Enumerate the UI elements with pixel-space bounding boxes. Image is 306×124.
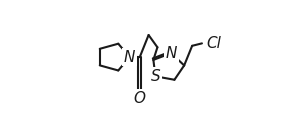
Text: N: N bbox=[166, 46, 177, 61]
Text: S: S bbox=[151, 69, 160, 84]
Text: N: N bbox=[124, 50, 135, 65]
Text: Cl: Cl bbox=[207, 36, 221, 51]
Text: O: O bbox=[134, 91, 146, 106]
